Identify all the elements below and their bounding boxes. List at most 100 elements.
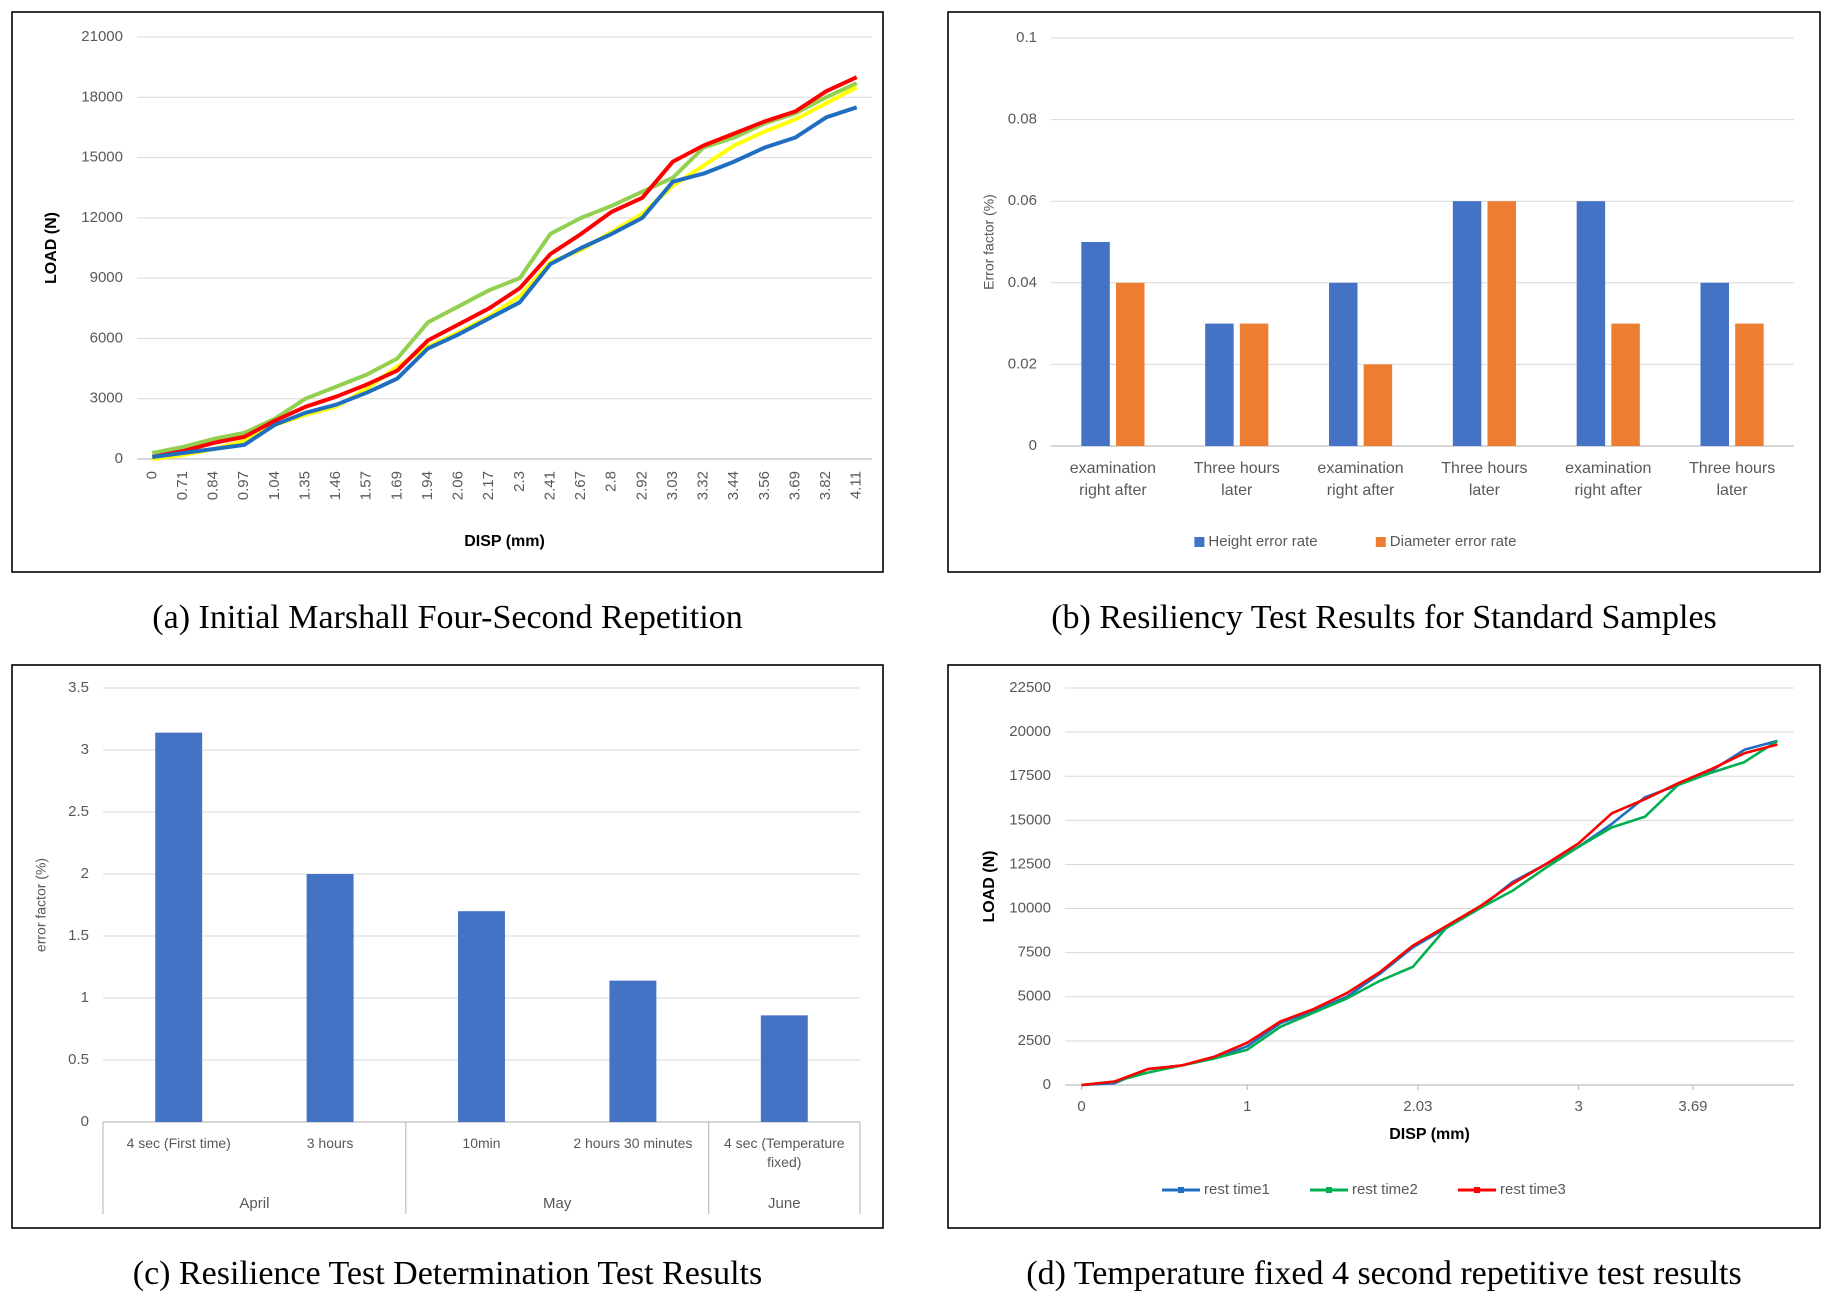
x-axis-label: DISP (mm): [464, 533, 545, 550]
y-tick-label: 10000: [1009, 900, 1051, 917]
x-tick-label-box: examination right after: [1069, 460, 1157, 499]
y-tick-label: 15000: [1009, 811, 1051, 828]
data-line: [151, 81, 858, 455]
x-tick-label: 3 hours: [306, 1135, 354, 1151]
y-tick-label: 0: [81, 1113, 89, 1130]
panel-frame: [947, 11, 1821, 573]
bar: [458, 911, 505, 1122]
bar: [306, 874, 354, 1122]
x-tick-label-box: 4 sec (First time): [126, 1135, 231, 1151]
x-tick-label-box: 2 hours 30 minutes: [573, 1135, 692, 1151]
x-tick-label: 4 sec (Temperature fixed): [723, 1135, 845, 1170]
x-tick-label-box: 3 hours: [306, 1135, 354, 1151]
y-tick-label: 0.02: [1008, 355, 1037, 372]
y-tick-label: 3.5: [68, 679, 89, 696]
x-tick-label: 2.17: [480, 471, 497, 500]
x-tick-label: 1: [1243, 1098, 1251, 1115]
x-tick-label: Three hours later: [1688, 460, 1776, 499]
y-tick-label: 1.5: [68, 927, 89, 944]
y-tick-label: 21000: [81, 28, 123, 45]
y-tick-label: 0.08: [1008, 111, 1037, 128]
legend-label: Diameter error rate: [1390, 533, 1517, 550]
x-tick-label: 4 sec (First time): [126, 1135, 231, 1151]
x-tick-label-box: 10min: [462, 1135, 500, 1151]
legend-marker: [1178, 1187, 1184, 1193]
x-tick-label: 2.92: [633, 471, 650, 500]
y-tick-label: 0.1: [1016, 29, 1037, 46]
y-tick-label: 9000: [90, 269, 123, 286]
caption: (c) Resilience Test Determination Test R…: [133, 1255, 762, 1292]
x-tick-label: 2.06: [450, 471, 467, 500]
x-tick-label: 3.03: [664, 471, 681, 500]
bar: [1452, 201, 1482, 446]
legend-swatch: [1375, 537, 1386, 547]
x-tick-label-box: Three hours later: [1688, 460, 1776, 499]
x-tick-label-box: Three hours later: [1193, 460, 1280, 499]
legend-label: rest time1: [1204, 1181, 1270, 1198]
bar: [1329, 282, 1358, 446]
x-tick-label-box: 4 sec (Temperature fixed): [723, 1135, 845, 1170]
x-tick-label: 1.46: [327, 471, 344, 500]
bar: [1363, 364, 1393, 446]
bar: [1081, 242, 1110, 446]
legend-marker: [1474, 1187, 1480, 1193]
x-tick-label: 2.67: [572, 471, 589, 500]
panel-frame: [947, 664, 1821, 1229]
y-axis-label: Error factor (%): [981, 194, 997, 290]
data-line: [1081, 739, 1778, 1087]
y-tick-label: 2: [81, 865, 89, 882]
y-tick-label: 12000: [81, 209, 123, 226]
y-axis-label: LOAD (N): [981, 851, 998, 923]
bar: [760, 1015, 808, 1122]
x-tick-label: 1.04: [266, 471, 283, 500]
y-tick-label: 20000: [1009, 723, 1051, 740]
legend-label: rest time2: [1352, 1181, 1418, 1198]
y-axis-label: LOAD (N): [43, 212, 60, 284]
y-tick-label: 18000: [81, 88, 123, 105]
y-tick-label: 1: [81, 989, 89, 1006]
legend-label: Height error rate: [1208, 533, 1317, 550]
caption: (a) Initial Marshall Four-Second Repetit…: [152, 599, 742, 636]
x-tick-label-box: examination right after: [1565, 460, 1652, 499]
bar: [1239, 323, 1269, 446]
bar: [1611, 323, 1640, 446]
caption: (b) Resiliency Test Results for Standard…: [1051, 599, 1717, 636]
bar: [1487, 201, 1516, 446]
y-tick-label: 0: [1029, 437, 1037, 454]
x-tick-label: 3.32: [695, 471, 712, 500]
group-label: April: [239, 1195, 269, 1212]
group-label: June: [768, 1195, 801, 1212]
y-tick-label: 0.5: [68, 1051, 89, 1068]
x-tick-label: Three hours later: [1193, 460, 1280, 499]
legend-marker: [1326, 1187, 1332, 1193]
y-tick-label: 17500: [1009, 767, 1051, 784]
y-tick-label: 15000: [81, 149, 123, 166]
x-tick-label: 3.82: [817, 471, 834, 500]
legend-label: rest time3: [1500, 1181, 1566, 1198]
x-tick-label: examination right after: [1069, 460, 1157, 499]
x-tick-label: 1.69: [388, 471, 405, 500]
bar: [609, 980, 657, 1122]
legend-swatch: [1194, 537, 1205, 547]
bar: [155, 732, 203, 1122]
x-tick-label: examination right after: [1317, 460, 1404, 499]
y-tick-label: 22500: [1009, 679, 1051, 696]
group-label: May: [543, 1195, 572, 1212]
bar: [1735, 323, 1764, 446]
panel-frame: [11, 664, 884, 1229]
x-tick-label: 3.44: [725, 471, 742, 500]
x-tick-label: 3.56: [756, 471, 773, 500]
x-axis-label: DISP (mm): [1389, 1126, 1470, 1143]
x-tick-label: 2.8: [603, 471, 620, 492]
x-tick-label: 1.57: [358, 471, 375, 500]
bar: [1205, 323, 1234, 446]
y-tick-label: 3: [81, 741, 89, 758]
data-line: [152, 85, 858, 461]
bar: [1576, 201, 1606, 446]
y-tick-label: 0.04: [1008, 274, 1037, 291]
x-tick-label: 2.3: [511, 471, 528, 492]
data-line: [151, 75, 858, 459]
y-tick-label: 6000: [90, 329, 123, 346]
x-tick-label: examination right after: [1565, 460, 1652, 499]
